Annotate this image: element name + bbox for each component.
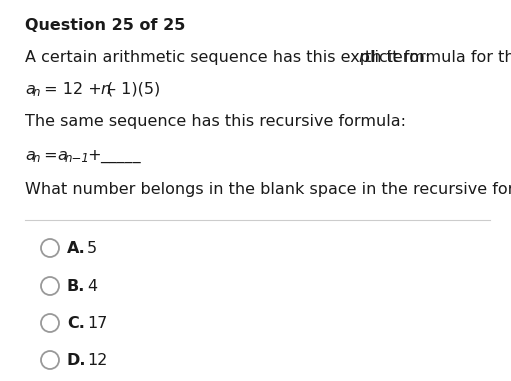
- Text: n: n: [33, 152, 40, 165]
- Text: A.: A.: [67, 241, 86, 256]
- Text: a: a: [57, 148, 67, 163]
- Text: 12: 12: [87, 353, 107, 368]
- Text: n: n: [100, 82, 110, 97]
- Text: =: =: [39, 148, 63, 163]
- Text: B.: B.: [67, 279, 85, 294]
- Text: _____: _____: [100, 148, 141, 163]
- Text: 5: 5: [87, 241, 97, 256]
- Text: +: +: [83, 148, 107, 163]
- Text: Question 25 of 25: Question 25 of 25: [25, 18, 185, 33]
- Text: n: n: [358, 50, 368, 65]
- Text: a: a: [25, 148, 35, 163]
- Text: n: n: [33, 86, 40, 99]
- Text: n−1: n−1: [65, 152, 90, 165]
- Text: The same sequence has this recursive formula:: The same sequence has this recursive for…: [25, 114, 406, 129]
- Text: = 12 + (: = 12 + (: [39, 82, 113, 97]
- Text: A certain arithmetic sequence has this explicit formula for the: A certain arithmetic sequence has this e…: [25, 50, 511, 65]
- Text: C.: C.: [67, 316, 85, 331]
- Text: 17: 17: [87, 316, 107, 331]
- Text: th term:: th term:: [365, 50, 430, 65]
- Text: a: a: [25, 82, 35, 97]
- Text: 4: 4: [87, 279, 97, 294]
- Text: D.: D.: [67, 353, 86, 368]
- Text: – 1)(5): – 1)(5): [108, 82, 160, 97]
- Text: What number belongs in the blank space in the recursive formula?: What number belongs in the blank space i…: [25, 182, 511, 197]
